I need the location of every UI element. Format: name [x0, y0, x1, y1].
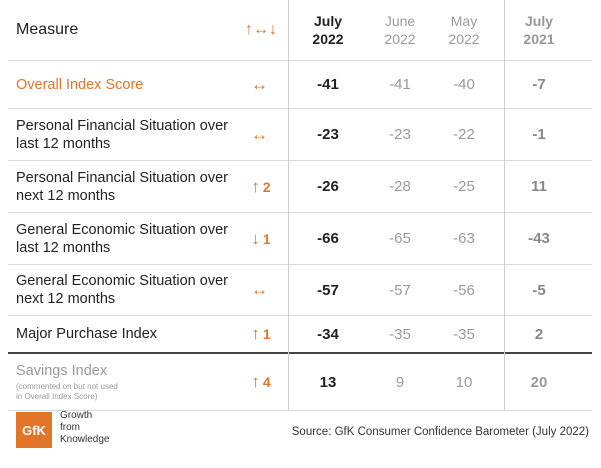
- column-divider: [504, 0, 505, 411]
- row-measure: Overall Index Score: [16, 76, 144, 93]
- value-may22: -63: [453, 230, 475, 247]
- value-jun22: -57: [389, 281, 411, 299]
- value-may22: -22: [453, 126, 475, 143]
- header-may-2022: May 2022: [448, 13, 480, 47]
- value-jul22: -26: [317, 178, 339, 195]
- change-indicator: ↔: [234, 280, 288, 300]
- value-jul21: 20: [530, 373, 548, 391]
- value-may22: -40: [453, 76, 475, 93]
- table-header: Measure ↑↔↓ July 2022 June 2022 May 2022 Ju…: [8, 0, 592, 61]
- row-measure: Personal Financial Situation over last 1…: [16, 117, 228, 152]
- value-may22: -56: [453, 281, 475, 299]
- value-jul21: -5: [532, 281, 546, 299]
- change-indicator: ↑ 1: [251, 324, 271, 343]
- table-row: Personal Financial Situation over last 1…: [8, 109, 592, 161]
- savings-label: Savings Index: [16, 363, 108, 379]
- table-row: Overall Index Score ↔ -41 -41 -40 -7: [8, 61, 592, 109]
- value-jul21: -1: [532, 126, 546, 143]
- change-indicator: ↔: [234, 75, 288, 95]
- value-jul21: -43: [528, 230, 550, 247]
- header-june-2022: June 2022: [384, 13, 416, 47]
- change-indicator: ↑ 4: [251, 372, 271, 391]
- footer: GfK Growth from Knowledge Source: GfK Co…: [0, 400, 601, 468]
- value-jul21: -7: [532, 76, 546, 93]
- value-jul22: -57: [317, 281, 339, 299]
- column-divider: [288, 0, 289, 411]
- no-change-icon: ↔: [251, 280, 268, 299]
- value-jul21: 11: [531, 178, 547, 195]
- header-july-2021: July 2021: [523, 13, 555, 47]
- source-note: Source: GfK Consumer Confidence Baromete…: [291, 426, 589, 438]
- table-row-savings: Savings Index (commented on but not used…: [8, 354, 592, 411]
- value-jun22: -28: [389, 178, 411, 195]
- arrow-down-icon: ↓: [251, 228, 260, 248]
- arrow-up-icon: ↑: [251, 324, 260, 343]
- arrow-up-icon: ↑: [251, 176, 260, 196]
- gfk-logo: GfK: [16, 412, 52, 448]
- arrow-up-icon: ↑: [251, 372, 260, 391]
- value-jun22: -23: [389, 126, 411, 143]
- no-change-icon: ↔: [251, 124, 268, 144]
- value-jul21: 2: [534, 325, 544, 343]
- value-may22: -25: [453, 178, 475, 195]
- value-jun22: -35: [389, 325, 411, 343]
- value-jul22: -34: [317, 325, 339, 343]
- header-change-arrows-icon: ↑↔↓: [245, 21, 277, 38]
- value-may22: 10: [455, 373, 473, 391]
- value-jul22: -23: [317, 126, 339, 143]
- row-measure: General Economic Situation over next 12 …: [16, 273, 228, 307]
- row-measure: General Economic Situation over last 12 …: [16, 221, 228, 256]
- value-jul22: 13: [319, 373, 337, 391]
- table-row: Major Purchase Index ↑ 1 -34 -35 -35 2: [8, 316, 592, 354]
- savings-measure: Savings Index (commented on but not used…: [8, 362, 234, 402]
- logo-tagline: Growth from Knowledge: [60, 410, 110, 445]
- consumer-confidence-table: Measure ↑↔↓ July 2022 June 2022 May 2022 Ju…: [8, 0, 592, 411]
- header-measure: Measure: [16, 21, 79, 38]
- value-jun22: 9: [395, 373, 405, 391]
- change-indicator: ↓ 1: [251, 228, 271, 248]
- value-jul22: -66: [317, 230, 339, 247]
- value-jul22: -41: [317, 76, 339, 93]
- table-row: General Economic Situation over next 12 …: [8, 265, 592, 316]
- table-row: Personal Financial Situation over next 1…: [8, 161, 592, 213]
- value-may22: -35: [453, 325, 475, 343]
- change-indicator: ↔: [234, 125, 288, 145]
- header-july-2022: July 2022: [312, 13, 344, 47]
- value-jun22: -41: [389, 76, 411, 93]
- savings-note: (commented on but not used in Overall In…: [16, 382, 118, 401]
- change-indicator: ↑ 2: [251, 176, 271, 196]
- no-change-icon: ↔: [251, 74, 268, 94]
- table-row: General Economic Situation over last 12 …: [8, 213, 592, 265]
- row-measure: Personal Financial Situation over next 1…: [16, 169, 228, 204]
- row-measure: Major Purchase Index: [16, 326, 158, 342]
- value-jun22: -65: [389, 230, 411, 247]
